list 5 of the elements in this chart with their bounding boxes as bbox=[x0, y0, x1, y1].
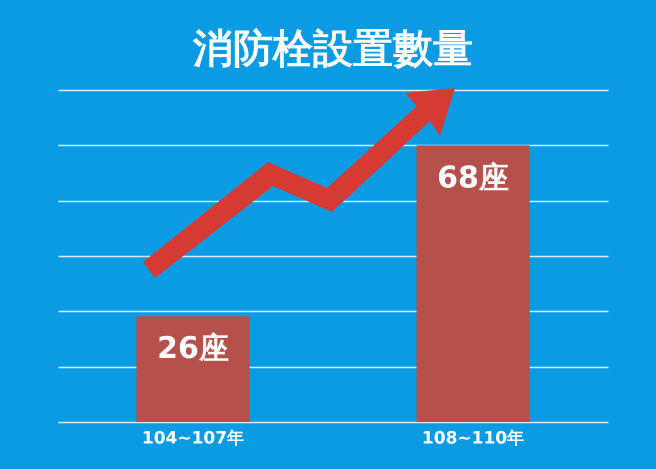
data-label: 26座 bbox=[157, 331, 229, 366]
x-tick-label: 104~107年 bbox=[142, 428, 244, 448]
data-label: 68座 bbox=[437, 160, 509, 196]
chart-title: 消防栓設置數量 bbox=[192, 26, 473, 72]
x-tick-label: 108~110年 bbox=[422, 428, 524, 448]
